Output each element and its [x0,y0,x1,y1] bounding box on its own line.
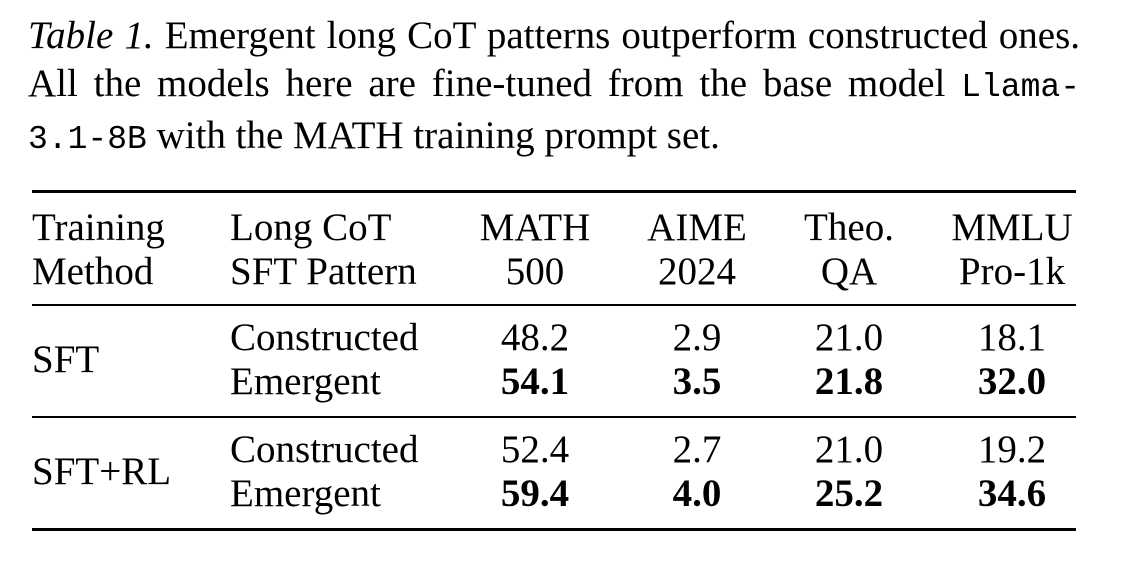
caption-label: Table 1. [28,14,154,57]
row-sftrl-emergent-theo: 25.2 [814,472,884,515]
row-sft-emergent-aime: 3.5 [672,360,722,403]
row-sftrl-emergent-mmlu: 34.6 [977,472,1047,515]
row-sftrl-emergent-math: 59.4 [500,472,570,515]
header-sft-pattern: Long CoT SFT Pattern [230,206,417,293]
row-sftrl-constructed-math: 52.4 [500,428,570,471]
row-sftrl-emergent-pattern: Emergent [230,472,381,515]
caption-text-1: Emergent long CoT patterns outperform co… [28,14,1081,105]
header-theoqa: Theo. QA [804,206,894,293]
row-sft-emergent-mmlu: 32.0 [977,360,1047,403]
row-sftrl-constructed-theo: 21.0 [814,428,884,471]
header-training-method: Training Method [32,206,165,293]
header-mmlu-pro: MMLU Pro-1k [951,206,1073,293]
row-sft-emergent-math: 54.1 [500,360,570,403]
row-sft-constructed-theo: 21.0 [814,316,884,359]
table-bottom-rule [32,528,1076,531]
row-sftrl-constructed-aime: 2.7 [672,428,722,471]
caption-model-name: Llama-3.1-8B [28,69,1080,158]
header-math-500: MATH 500 [479,206,591,293]
caption-text-2: with the MATH training prompt set. [146,114,720,157]
header-aime-2024: AIME 2024 [647,206,747,293]
row-sft-emergent-theo: 21.8 [814,360,884,403]
table-caption: Table 1. Emergent long CoT patterns outp… [28,12,1080,164]
row-sft-constructed-mmlu: 18.1 [977,316,1047,359]
row-sft-constructed-pattern: Constructed [230,316,419,359]
row-sft-constructed-math: 48.2 [500,316,570,359]
row-sft-emergent-pattern: Emergent [230,360,381,403]
row-sftrl-constructed-pattern: Constructed [230,428,419,471]
table-top-rule [32,190,1076,193]
table-header-rule [32,304,1076,306]
row-sft-constructed-aime: 2.9 [672,316,722,359]
table-group-rule [32,416,1076,418]
group-sft-method: SFT [32,338,100,381]
group-sftrl-method: SFT+RL [32,450,172,493]
row-sftrl-constructed-mmlu: 19.2 [977,428,1047,471]
row-sftrl-emergent-aime: 4.0 [672,472,722,515]
